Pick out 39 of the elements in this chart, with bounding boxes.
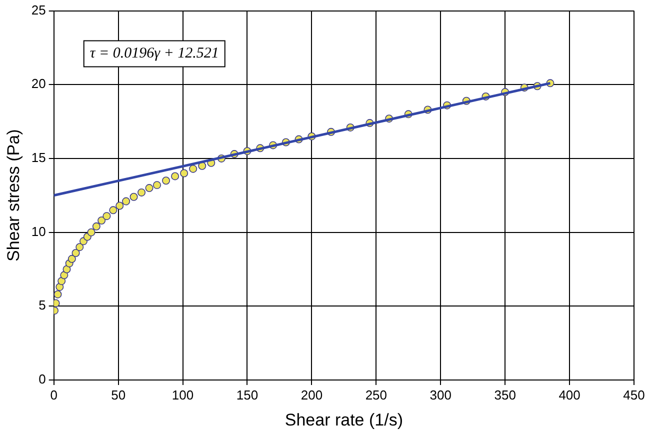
y-tick-label: 10 (31, 224, 46, 239)
point (92, 222, 100, 230)
point (189, 164, 198, 173)
point (180, 169, 188, 178)
point (122, 197, 130, 206)
point (162, 176, 170, 185)
point (130, 192, 138, 201)
x-tick-label: 400 (558, 387, 580, 402)
point (102, 212, 111, 220)
x-tick-label: 300 (430, 387, 452, 402)
point (109, 206, 118, 214)
point (76, 243, 84, 252)
point (58, 277, 66, 286)
x-tick-label: 0 (50, 387, 58, 402)
x-tick-label: 100 (172, 387, 194, 402)
y-tick-label: 0 (38, 372, 46, 387)
point (138, 188, 146, 196)
y-tick-label: 5 (38, 298, 46, 313)
x-tick-label: 150 (236, 387, 258, 402)
x-tick-label: 250 (365, 387, 388, 402)
annotation: τ = 0.0196γ + 12.521 (90, 46, 219, 62)
y-tick-label: 15 (31, 150, 46, 166)
x-tick-label: 200 (300, 387, 323, 402)
y-tick-label: 25 (31, 2, 46, 18)
x-axis-title: Shear rate (1/s) (284, 410, 403, 430)
point (145, 184, 154, 192)
point (54, 290, 62, 298)
x-tick-label: 350 (494, 387, 516, 402)
point (72, 248, 80, 257)
point (98, 216, 106, 225)
point (87, 228, 96, 236)
y-axis-title: Shear stress (Pa) (4, 129, 23, 262)
point (171, 172, 180, 180)
x-tick-label: 450 (623, 387, 645, 402)
x-tick-label: 50 (111, 387, 126, 402)
point (116, 202, 124, 210)
y-tick-label: 20 (31, 76, 46, 92)
point (68, 254, 76, 263)
point (152, 181, 161, 190)
